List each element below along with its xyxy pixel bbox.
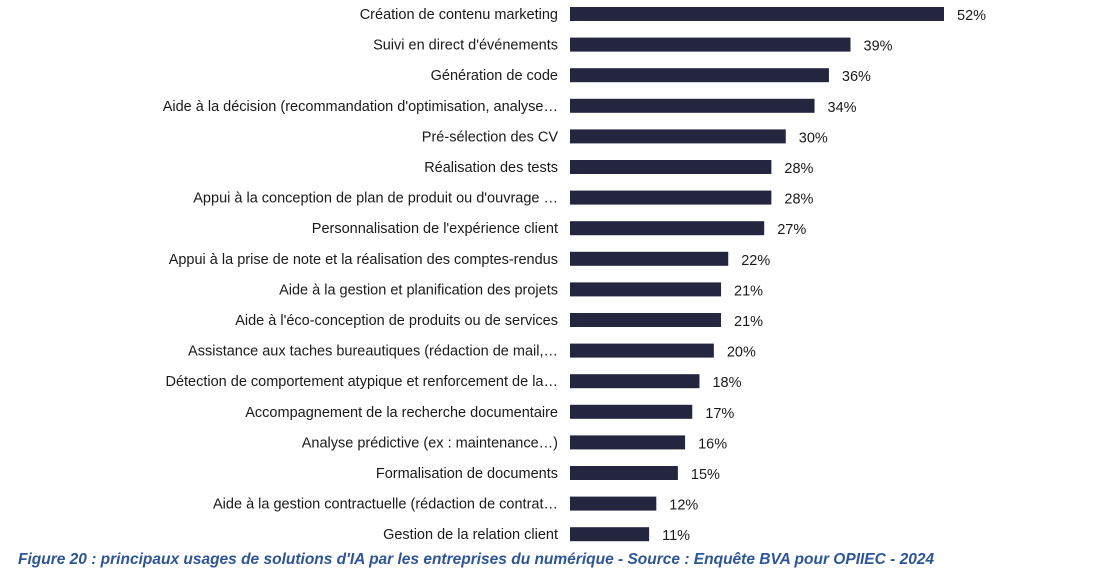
bar (570, 435, 686, 450)
value-label: 18% (712, 375, 741, 391)
value-label: 22% (741, 253, 770, 269)
value-label: 27% (777, 222, 806, 238)
value-label: 15% (691, 467, 720, 483)
category-label: Assistance aux taches bureautiques (réda… (188, 344, 558, 360)
bar (570, 527, 650, 542)
category-label: Personnalisation de l'expérience client (312, 221, 558, 237)
bar (570, 221, 765, 236)
bar (570, 251, 729, 266)
bar (570, 190, 772, 205)
bar (570, 496, 657, 511)
figure-caption: Figure 20 : principaux usages de solutio… (18, 551, 935, 568)
category-label: Pré-sélection des CV (422, 129, 559, 145)
value-label: 28% (784, 192, 813, 208)
bar (570, 343, 714, 358)
bar (570, 466, 678, 480)
value-label: 12% (669, 498, 698, 514)
value-label: 20% (727, 345, 756, 361)
category-label: Aide à la décision (recommandation d'opt… (163, 99, 558, 115)
bar (570, 98, 815, 113)
bar (570, 282, 722, 297)
bar (570, 404, 693, 419)
bar (570, 68, 829, 83)
category-label: Suivi en direct d'événements (373, 38, 558, 54)
category-label: Réalisation des tests (424, 160, 558, 176)
bar (570, 7, 944, 21)
value-label: 30% (799, 130, 828, 146)
category-label: Détection de comportement atypique et re… (165, 374, 558, 390)
category-label: Aide à l'éco-conception de produits ou d… (235, 313, 558, 329)
category-label: Appui à la prise de note et la réalisati… (169, 252, 558, 268)
value-label: 17% (705, 406, 734, 422)
bar (570, 129, 786, 144)
bar (570, 160, 772, 174)
category-label: Génération de code (431, 68, 558, 84)
value-label: 52% (957, 8, 986, 24)
category-label: Analyse prédictive (ex : maintenance…) (302, 435, 558, 451)
category-label: Accompagnement de la recherche documenta… (245, 405, 558, 421)
bar-chart: Création de contenu marketing 52% Suivi en… (163, 7, 986, 544)
category-label: Appui à la conception de plan de produit… (193, 191, 558, 207)
value-label: 39% (864, 39, 893, 55)
value-label: 21% (734, 283, 763, 299)
value-label: 16% (698, 436, 727, 452)
category-label: Gestion de la relation client (383, 527, 558, 543)
category-label: Aide à la gestion et planification des p… (279, 282, 558, 298)
category-label: Création de contenu marketing (360, 7, 558, 23)
category-label: Formalisation de documents (376, 466, 558, 482)
value-label: 36% (842, 69, 871, 85)
value-label: 11% (662, 528, 690, 544)
value-label: 28% (784, 161, 813, 177)
value-label: 21% (734, 314, 763, 330)
bar (570, 313, 722, 327)
bar (570, 37, 851, 52)
category-label: Aide à la gestion contractuelle (rédacti… (213, 497, 558, 513)
bar (570, 374, 700, 389)
value-label: 34% (828, 100, 857, 116)
